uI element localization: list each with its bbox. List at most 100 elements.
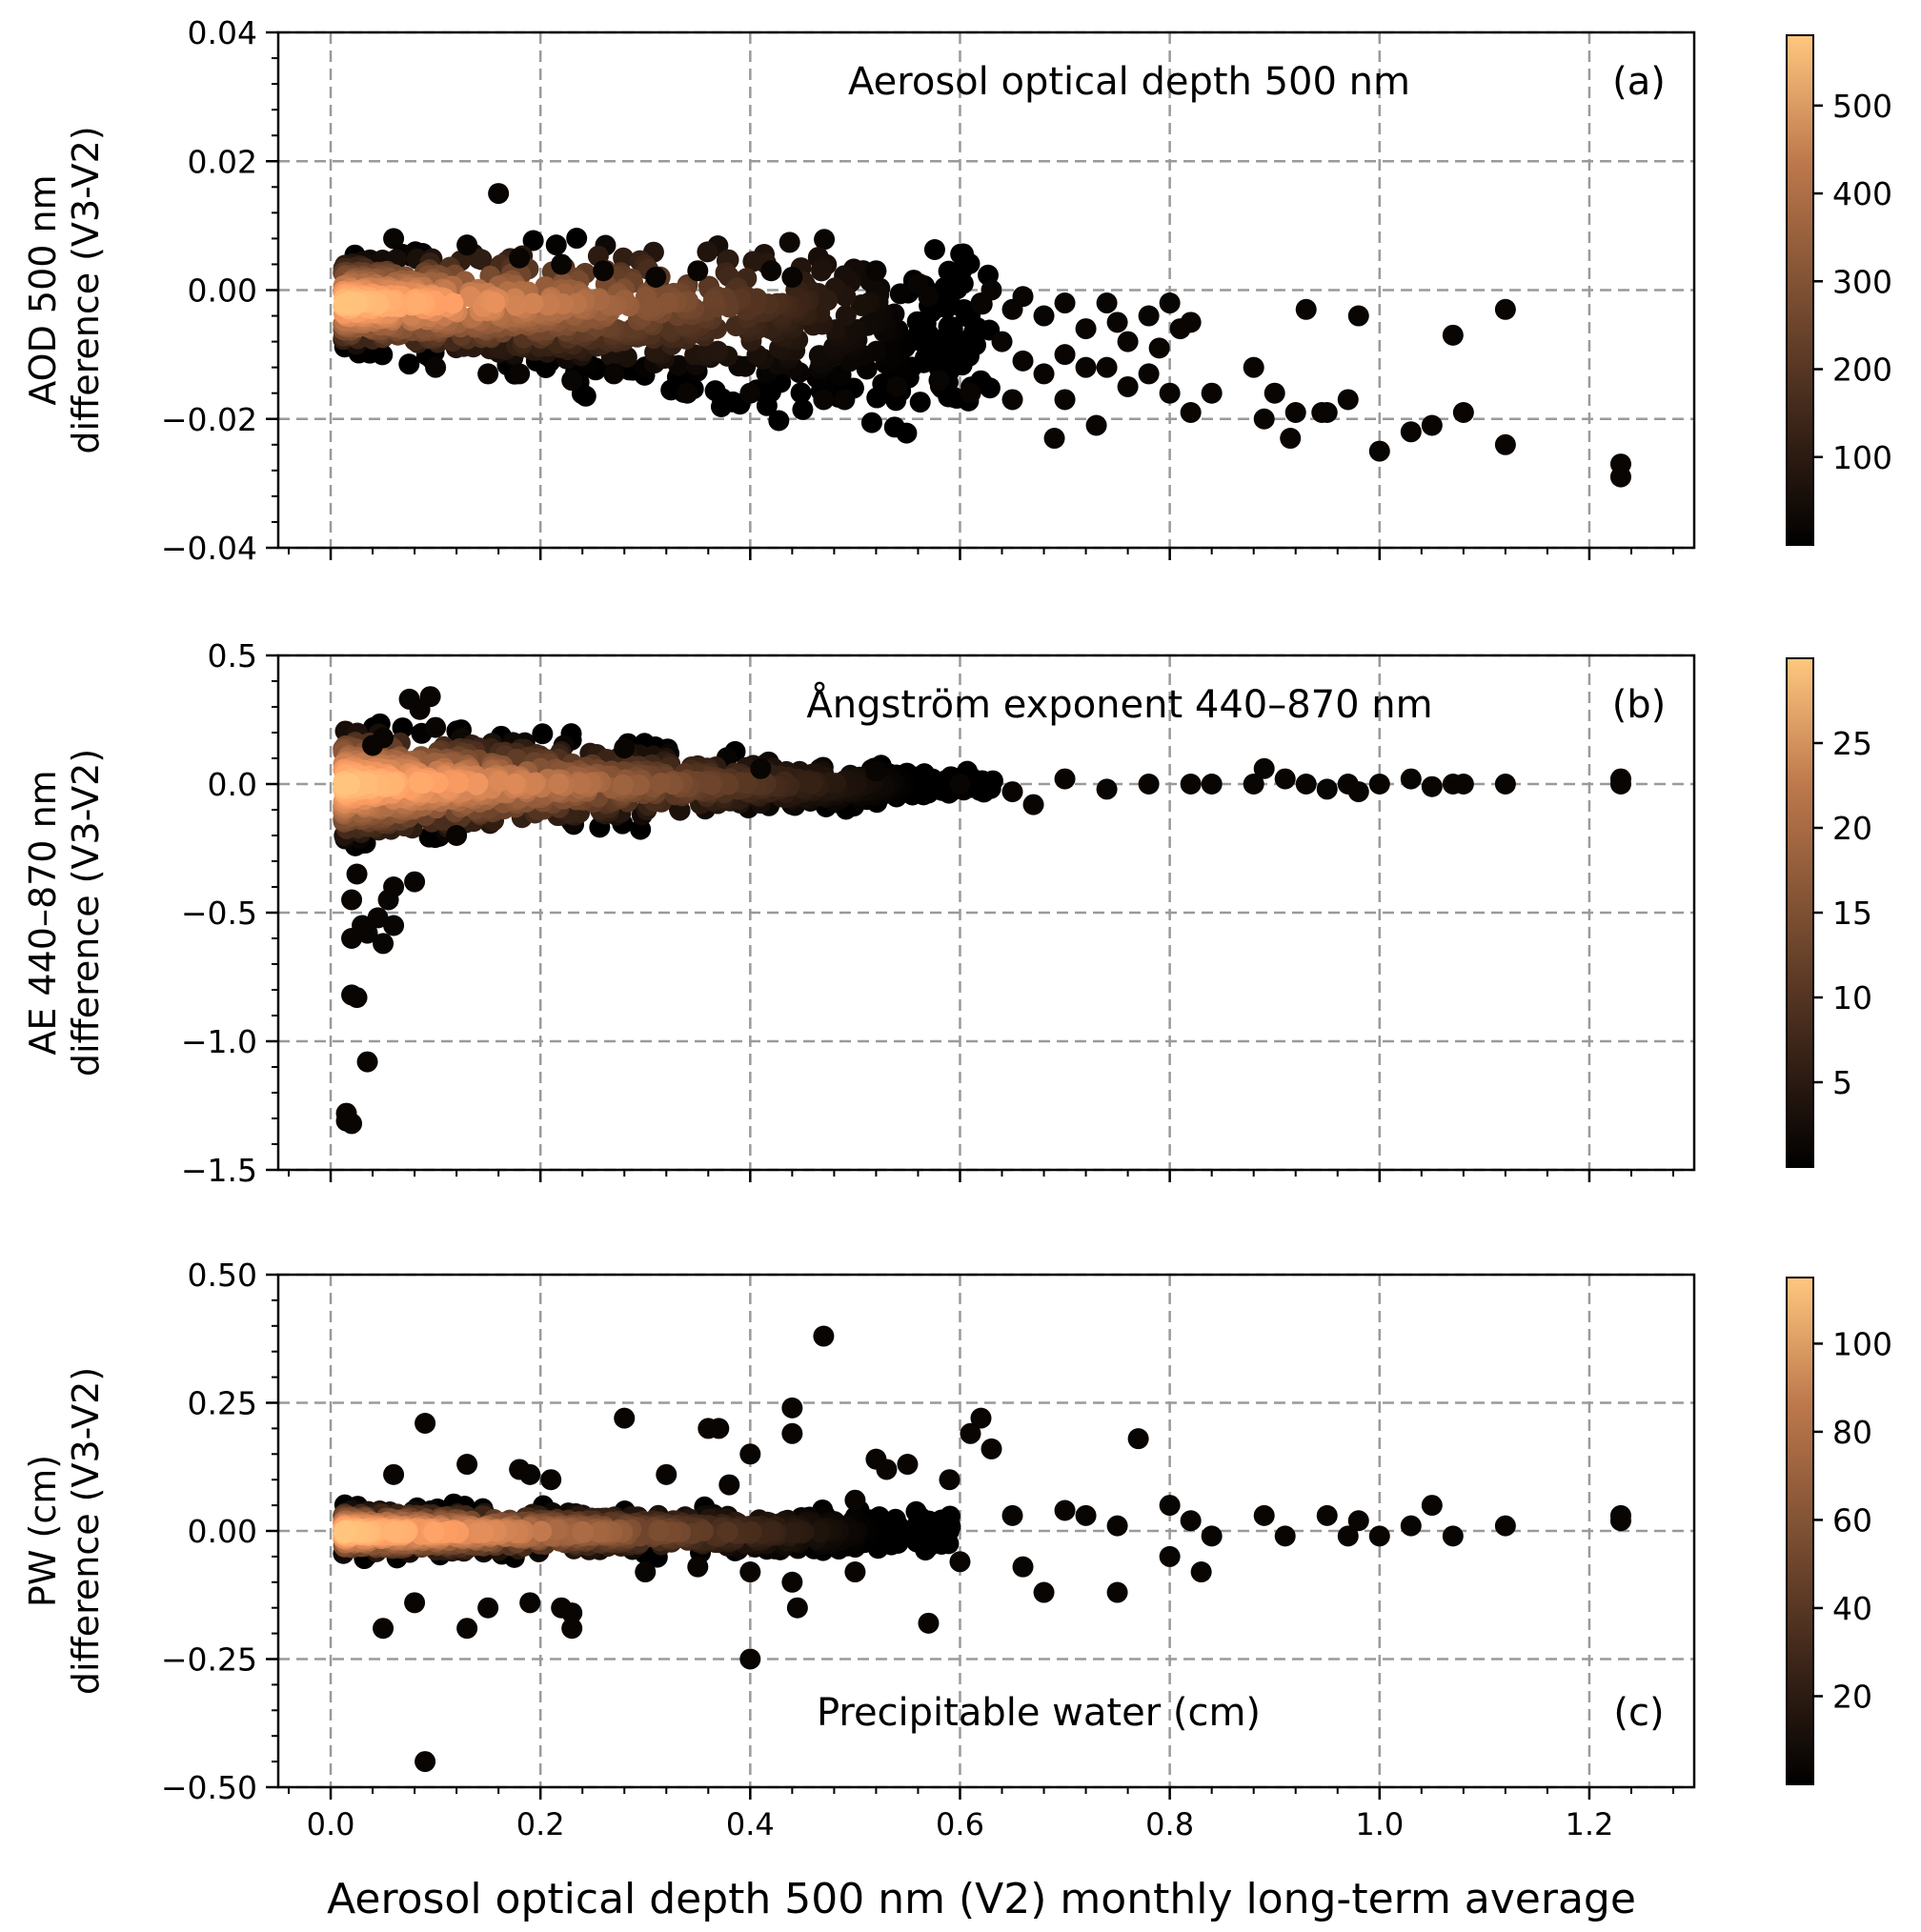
data-point (739, 1648, 761, 1670)
density-point (616, 346, 637, 368)
data-point (561, 370, 583, 392)
colorbar-tick-label: 100 (1832, 439, 1892, 476)
data-point (446, 825, 468, 846)
density-point (572, 1520, 594, 1542)
panel-letter: (a) (1612, 60, 1666, 104)
data-point (1022, 794, 1044, 815)
data-point (373, 1618, 394, 1640)
colorbar-tick-label: 5 (1832, 1064, 1852, 1101)
data-point (1609, 466, 1631, 488)
data-point (1180, 1510, 1202, 1532)
data-point (1295, 298, 1317, 320)
density-point (922, 1520, 944, 1542)
data-point (1368, 1525, 1390, 1547)
colorbar-tick-label: 200 (1832, 352, 1892, 389)
data-point (739, 1443, 761, 1465)
data-point (1201, 1525, 1223, 1547)
density-point (427, 772, 449, 794)
data-point (383, 876, 405, 897)
panel-title: Ångström exponent 440–870 nm (806, 681, 1432, 727)
density-point (442, 292, 464, 314)
density-point (850, 293, 872, 315)
data-point (373, 933, 394, 955)
density-point (466, 774, 488, 795)
density-point (883, 416, 905, 438)
data-point (1442, 324, 1464, 346)
y-tick-label: −0.50 (161, 1769, 257, 1806)
data-point (834, 389, 856, 411)
density-point (768, 410, 790, 432)
density-point (792, 398, 814, 420)
y-tick-label: 0.0 (208, 766, 257, 803)
data-point (1001, 1504, 1023, 1526)
data-point (781, 266, 803, 288)
y-axis-label-line1: AOD 500 nm (22, 174, 64, 405)
density-point (531, 1520, 553, 1542)
density-point (504, 773, 526, 795)
y-tick-label: −0.02 (161, 401, 257, 438)
data-point (346, 863, 368, 885)
colorbar-tick-label: 400 (1832, 175, 1892, 212)
data-point (1117, 375, 1139, 397)
data-point (886, 375, 908, 397)
data-point (1054, 344, 1076, 366)
data-point (1494, 433, 1516, 455)
density-point (707, 340, 729, 362)
density-point (650, 773, 672, 795)
data-point (1159, 382, 1181, 404)
data-point (1096, 778, 1118, 800)
density-point (522, 230, 544, 252)
panel-b: −1.5 −1.0 −0.5 0.0 0.5 AE 440–870 nm differenc… (22, 637, 1872, 1189)
data-point (1316, 401, 1338, 423)
data-point (477, 363, 499, 385)
x-tick-label: 0.0 (307, 1806, 355, 1842)
density-point (918, 782, 940, 804)
data-point (876, 1459, 898, 1480)
data-point (1274, 768, 1296, 790)
data-point (813, 1325, 835, 1347)
y-tick-label: −0.5 (181, 895, 257, 932)
data-point (991, 331, 1013, 352)
data-point (1274, 1525, 1296, 1547)
data-point (1295, 774, 1317, 795)
data-point (1106, 312, 1128, 333)
data-point (1180, 774, 1202, 795)
y-tick-label: 0.00 (188, 272, 257, 310)
density-point (952, 272, 974, 294)
data-point (1075, 318, 1097, 340)
data-point (561, 1618, 583, 1640)
density-point (471, 249, 493, 271)
density-point (522, 774, 544, 795)
data-point (981, 1438, 1002, 1459)
data-point (1201, 382, 1223, 404)
data-point (1148, 337, 1170, 359)
data-point (404, 1592, 426, 1614)
density-point (566, 228, 588, 250)
data-point (677, 382, 698, 404)
panel-letter: (c) (1613, 1691, 1664, 1735)
density-point (405, 292, 427, 313)
data-point (1316, 1504, 1338, 1526)
data-point (1106, 1515, 1128, 1537)
density-point (548, 773, 570, 795)
data-point (593, 260, 615, 282)
data-point (456, 1618, 478, 1640)
data-point (687, 260, 709, 282)
y-axis-label-line2: difference (V3-V2) (65, 126, 107, 453)
data-point (1316, 778, 1338, 800)
colorbar (1786, 657, 1814, 1168)
panel-title: Aerosol optical depth 500 nm (848, 60, 1410, 104)
data-point (603, 363, 625, 385)
density-point (809, 1521, 831, 1543)
density-point (923, 238, 945, 260)
data-point (897, 1454, 919, 1476)
colorbar (1786, 34, 1814, 546)
data-point (367, 907, 389, 929)
x-tick-label: 0.6 (936, 1806, 984, 1842)
data-point (750, 757, 772, 779)
data-point (1001, 781, 1023, 803)
data-point (1085, 414, 1107, 436)
data-point (1337, 1525, 1359, 1547)
data-point (1106, 1581, 1128, 1603)
